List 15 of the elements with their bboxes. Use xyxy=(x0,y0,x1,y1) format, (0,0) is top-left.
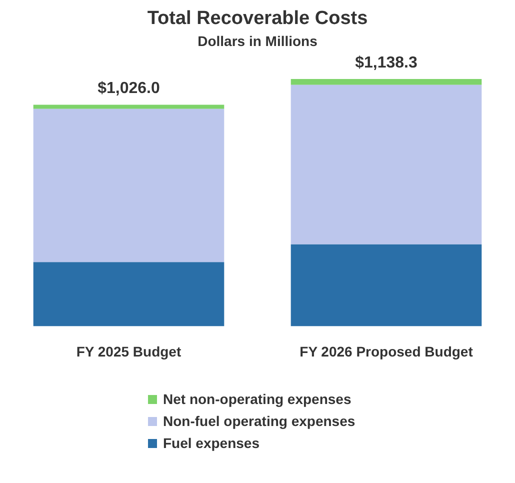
chart-title: Total Recoverable Costs xyxy=(146,8,369,30)
x-tick-label: FY 2026 Proposed Budget xyxy=(300,343,474,360)
bar xyxy=(290,244,482,326)
legend-label: Net non-operating expenses xyxy=(163,391,352,407)
chart-subtitle: Dollars in Millions xyxy=(196,33,318,49)
bar xyxy=(33,108,224,262)
bar xyxy=(290,79,482,85)
annotation: $1,138.3 xyxy=(355,54,418,72)
legend-label: Fuel expenses xyxy=(163,435,260,451)
x-tick-label: FY 2025 Budget xyxy=(76,343,182,360)
annotation: $1,026.0 xyxy=(98,80,160,98)
bar xyxy=(290,84,482,244)
legend-label: Non-fuel operating expenses xyxy=(163,413,356,429)
bar xyxy=(33,262,224,326)
bar xyxy=(33,104,224,109)
